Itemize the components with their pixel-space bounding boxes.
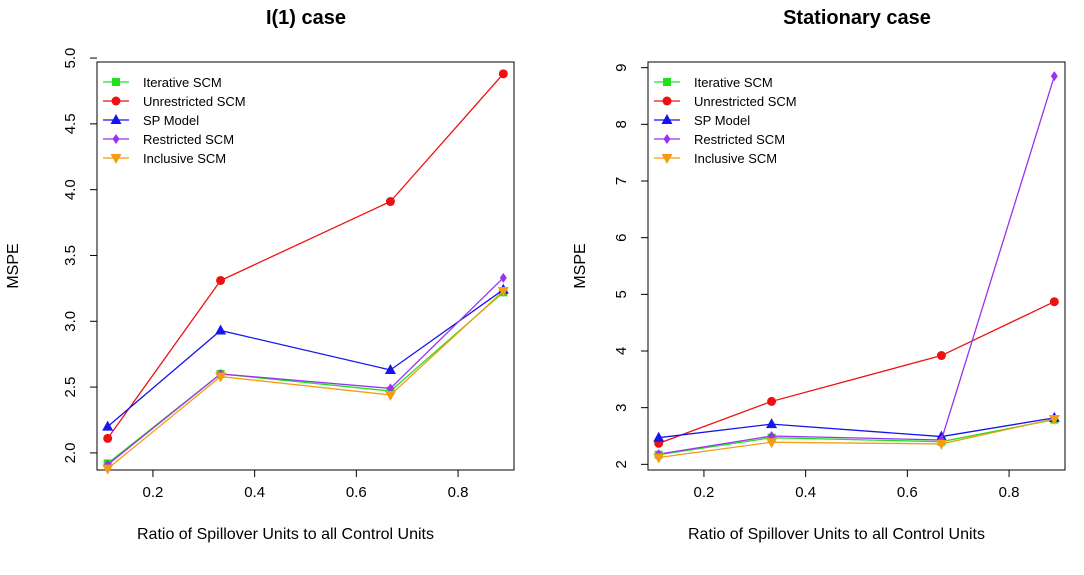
y-tick-label: 2.0 [62,442,79,463]
legend-label: Inclusive SCM [694,151,777,166]
plot-frame [96,61,515,471]
data-point [766,418,778,429]
series-line-3 [658,417,1055,439]
data-point [215,372,227,383]
y-tick-label: 3.0 [62,311,79,332]
plot-frame [647,61,1066,471]
data-point [499,272,507,283]
legend-label: Inclusive SCM [143,151,226,166]
y-tick-label: 4.5 [62,113,79,134]
legend-marker [112,78,120,86]
legend-label: Restricted SCM [143,132,234,147]
series-line-5 [107,290,504,470]
data-point [216,275,226,285]
data-point [653,431,665,442]
y-tick-label: 2.5 [62,377,79,398]
legend-marker [110,154,122,164]
data-point [386,383,394,394]
legend-marker [663,78,671,86]
y-tick-label: 4.0 [62,179,79,200]
data-point [102,420,114,431]
legend-marker [661,114,673,124]
y-axis-label: MSPE [5,243,22,288]
data-point [767,396,777,406]
legend-marker [661,154,673,164]
y-tick-label: 3.5 [62,245,79,266]
data-point [935,439,947,450]
legend: Iterative SCM Unrestricted SCM SP Model Res… [103,75,246,166]
y-tick-label: 6 [613,233,630,241]
y-tick-label: 7 [613,177,630,185]
y-tick-label: 5.0 [62,48,79,69]
data-point [497,287,509,298]
chart-title: I(1) case [266,7,346,29]
panel-1: I(1) case 0.2 0.4 0.6 0.8 2.0 2.5 3.0 3.5 4.0 4.5 5… [5,7,515,543]
legend-label: SP Model [143,113,199,128]
legend-label: SP Model [694,113,750,128]
x-axis-label: Ratio of Spillover Units to all Control … [137,526,434,543]
x-tick-label: 0.8 [999,484,1020,501]
series-line-1 [107,291,504,464]
series-line-3 [107,289,504,428]
legend-label: Unrestricted SCM [694,94,797,109]
series-line-4 [658,75,1055,455]
data-point [102,464,114,475]
y-tick-label: 3 [613,403,630,411]
y-axis-label: MSPE [572,243,589,288]
data-point [103,433,113,443]
legend-label: Restricted SCM [694,132,785,147]
legend-label: Unrestricted SCM [143,94,246,109]
data-point [1048,415,1060,425]
y-tick-label: 8 [613,120,630,128]
series-line-5 [658,418,1055,459]
data-point [766,438,778,449]
chart-title: Stationary case [783,7,931,29]
legend-marker [110,114,122,124]
data-point [384,363,396,374]
y-tick-label: 2 [613,460,630,468]
legend-marker [663,134,671,144]
x-tick-label: 0.6 [897,484,918,501]
data-point [498,69,508,79]
legend-marker [112,134,120,144]
y-tick-label: 4 [613,347,630,355]
data-point [936,351,946,361]
data-point [385,197,395,207]
series-line-2 [107,73,504,439]
legend-marker [111,96,121,106]
panel-2: Stationary case 0.2 0.4 0.6 0.8 2 3 4 5 6 7 8 9 Ratio… [572,7,1066,543]
y-tick-label: 9 [613,63,630,71]
series-line-2 [658,301,1055,444]
legend: Iterative SCM Unrestricted SCM SP Model Res… [654,75,797,166]
series-line-1 [658,418,1055,456]
data-point [1049,297,1059,307]
legend-label: Iterative SCM [143,75,222,90]
x-tick-label: 0.2 [143,484,164,501]
y-tick-label: 5 [613,290,630,298]
data-point [215,324,227,335]
x-tick-label: 0.4 [795,484,816,501]
x-tick-label: 0.6 [346,484,367,501]
x-axis-label: Ratio of Spillover Units to all Control … [688,526,985,543]
data-point [653,453,665,464]
series-line-4 [107,277,504,466]
legend-marker [662,96,672,106]
data-point [1050,71,1058,82]
x-tick-label: 0.4 [244,484,265,501]
legend-label: Iterative SCM [694,75,773,90]
x-tick-label: 0.2 [694,484,715,501]
x-tick-label: 0.8 [448,484,469,501]
data-point [384,390,396,401]
